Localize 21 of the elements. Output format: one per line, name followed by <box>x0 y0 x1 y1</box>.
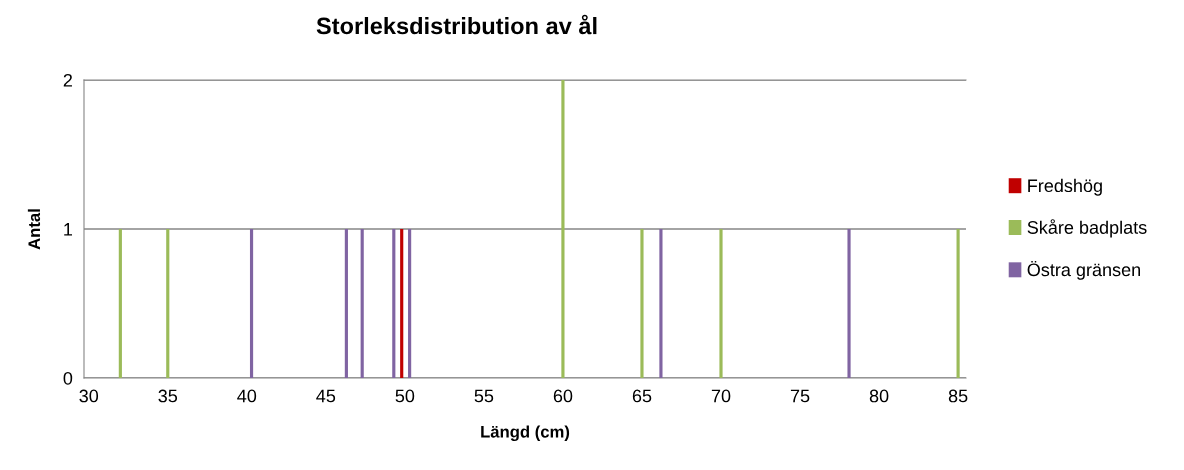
x-tick-label: 65 <box>632 389 652 403</box>
x-tick-label: 40 <box>237 389 257 403</box>
legend-label: Fredshög <box>1028 178 1102 196</box>
x-axis-title: Längd (cm) <box>481 425 570 441</box>
x-tick-label: 80 <box>869 389 889 403</box>
y-tick-label: 0 <box>63 371 73 385</box>
x-tick-label: 30 <box>79 389 99 403</box>
x-tick-label: 35 <box>158 389 178 403</box>
x-tick-label: 45 <box>316 389 336 403</box>
x-tick-label: 85 <box>948 389 968 403</box>
legend-label: Skåre badplats <box>1027 219 1147 238</box>
x-tick-label: 50 <box>395 389 415 403</box>
y-axis-title: Antal <box>27 209 41 250</box>
chart-title: Storleksdistribution av ål <box>316 14 597 35</box>
y-tick-label: 2 <box>63 73 72 87</box>
legend-label: Östra gränsen <box>1027 260 1140 280</box>
x-tick-label: 75 <box>790 389 810 403</box>
x-tick-label: 55 <box>474 389 494 403</box>
x-tick-label: 70 <box>711 389 731 403</box>
y-tick-label: 1 <box>64 223 73 236</box>
x-tick-label: 60 <box>553 389 573 403</box>
